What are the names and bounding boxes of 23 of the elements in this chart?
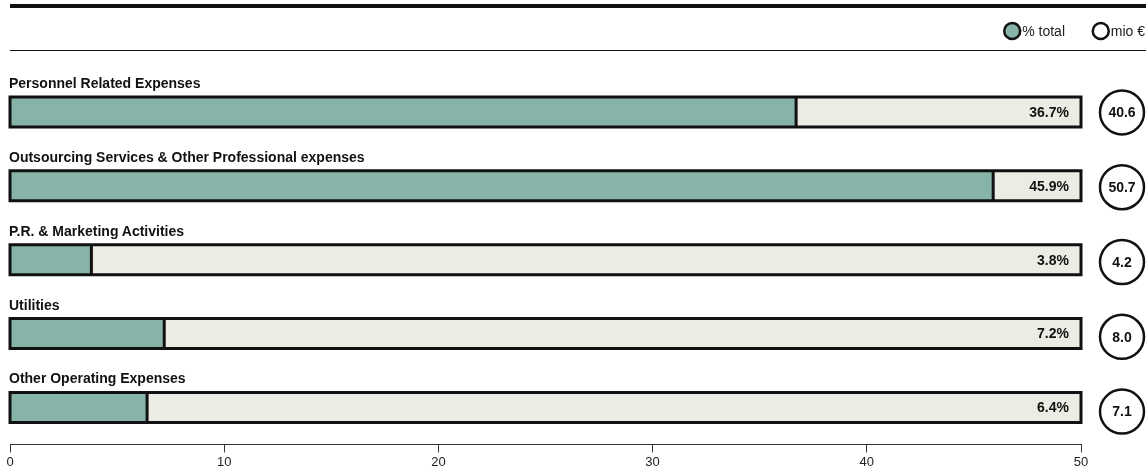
- x-tick-label: 0: [6, 453, 14, 469]
- x-tick-label: 30: [645, 453, 660, 469]
- x-tick-label: 20: [431, 453, 446, 469]
- data-label: 36.7%: [1029, 103, 1070, 120]
- data-label: 50.7: [1108, 179, 1136, 196]
- data-label: 45.9%: [1029, 177, 1070, 194]
- x-tick-label: 10: [216, 453, 232, 469]
- y-tick-label: Outsourcing Services & Other Professional expenses: [9, 148, 365, 165]
- data-label: 3.8%: [1037, 251, 1070, 268]
- legend-label: mio €: [1110, 22, 1146, 39]
- data-label: 4.2: [1112, 253, 1132, 270]
- y-tick-label: Other Operating Expenses: [9, 370, 186, 387]
- data-label: 40.6: [1108, 104, 1136, 121]
- x-tick-label: 50: [1073, 453, 1089, 469]
- data-label: 7.2%: [1037, 325, 1070, 342]
- y-tick-label: Utilities: [9, 296, 60, 313]
- data-label: 6.4%: [1037, 399, 1070, 416]
- y-tick-label: P.R. & Marketing Activities: [9, 222, 185, 239]
- y-tick-label: Personnel Related Expenses: [9, 74, 201, 91]
- data-label: 7.1: [1112, 403, 1132, 420]
- x-tick-label: 40: [859, 453, 875, 469]
- legend-label: % total: [1022, 22, 1066, 39]
- data-label: 8.0: [1112, 328, 1132, 345]
